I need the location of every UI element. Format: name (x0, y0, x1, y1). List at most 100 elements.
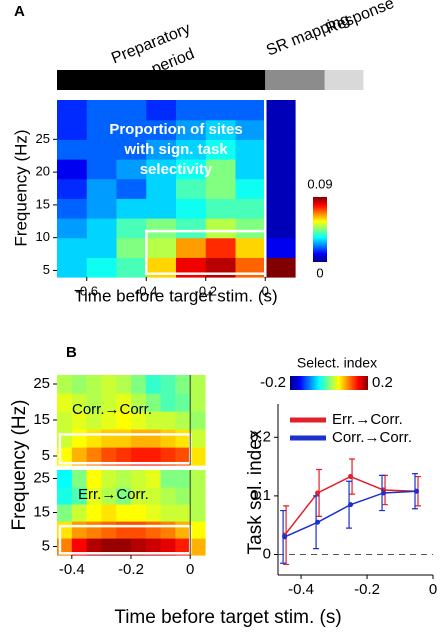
heatmap-cell (86, 218, 118, 239)
heatmap-cell (116, 119, 147, 140)
y-tick-label: 15 (33, 411, 50, 428)
heatmap-cell (86, 470, 102, 488)
point (348, 474, 354, 480)
x-tick-label: 0 (186, 561, 194, 578)
colorbar (290, 376, 368, 390)
x-axis-label: Time before target stim. (s) (74, 286, 277, 305)
heatmap-cell (116, 447, 132, 466)
heatmap-cell (190, 470, 206, 488)
heatmap-cell (71, 487, 88, 505)
heatmap-cell (57, 178, 88, 199)
heatmap-cell (265, 139, 296, 160)
heatmap-cell (146, 159, 177, 180)
heatmap-cell (145, 411, 162, 430)
heatmap-cell (131, 487, 147, 505)
heatmap-cell (146, 119, 177, 140)
heatmap-cell (146, 139, 177, 160)
heatmap-cell (160, 470, 176, 488)
heatmap-cell (145, 487, 162, 505)
heatmap-cell (116, 100, 147, 121)
x-tick-label: -0.2 (118, 561, 144, 578)
heatmap-cell (86, 178, 118, 199)
point (282, 534, 288, 540)
heatmap-cell (116, 237, 147, 258)
heatmap-cell (116, 411, 132, 430)
heatmap-cell (86, 411, 102, 430)
heatmap-cell (175, 447, 191, 466)
y-tick-label: 0.2 (250, 428, 271, 445)
heatmap-cell (116, 198, 147, 219)
heatmap-cell (265, 218, 296, 239)
heatmap-cell (71, 538, 88, 556)
x-tick-label: 0 (262, 283, 269, 298)
heatmap-cell (160, 393, 176, 412)
heatmap-cell (101, 375, 117, 394)
heatmap-cell (71, 429, 88, 448)
heatmap-cell (205, 178, 237, 199)
y-tick-label: 25 (33, 469, 50, 486)
heatmap-cell (86, 119, 118, 140)
panel-label: A (14, 3, 25, 20)
annotation: selectivity (140, 161, 213, 178)
heatmap-cell (145, 538, 162, 556)
heatmap-cell (116, 504, 132, 522)
heatmap-cell (57, 198, 88, 219)
y-tick-label: 10 (36, 229, 50, 244)
heatmap-cell (145, 375, 162, 394)
annotation: with sign. task (123, 141, 228, 158)
heatmap-cell (265, 119, 296, 140)
heatmap-cell (86, 447, 102, 466)
x-tick-label: -0.4 (59, 561, 85, 578)
heatmap-cell (86, 429, 102, 448)
heatmap-cell (57, 411, 73, 430)
annotation: Proportion of sites (109, 121, 242, 138)
heatmap-cell (101, 411, 117, 430)
y-axis-label: Frequency (Hz) (11, 129, 30, 246)
heatmap-cell (175, 521, 191, 539)
heatmap-cell (86, 538, 102, 556)
colorbar (313, 197, 327, 262)
heatmap-cell (86, 487, 102, 505)
colorbar-label: 0.2 (372, 374, 393, 391)
heatmap-cell (101, 504, 117, 522)
heatmap-cell (86, 257, 118, 278)
heatmap-cell (131, 470, 147, 488)
heatmap-cell (235, 159, 266, 180)
panel-label: B (66, 344, 77, 361)
heatmap-cell (146, 198, 177, 219)
heatmap-cell (86, 504, 102, 522)
heatmap-cell (145, 470, 162, 488)
heatmap-cell (205, 119, 237, 140)
heatmap-cell (71, 447, 88, 466)
heatmap-cell (190, 411, 206, 430)
heatmap-cell (57, 257, 88, 278)
heatmap-cell (235, 139, 266, 160)
heatmap-cell (160, 538, 176, 556)
heatmap-cell (145, 447, 162, 466)
heatmap-cell (116, 538, 132, 556)
heatmap-cell (57, 100, 88, 121)
heatmap-cell (145, 521, 162, 539)
point (414, 488, 420, 494)
heatmap-cell (57, 393, 73, 412)
heatmap-cell (175, 470, 191, 488)
heatmap-cell (160, 429, 176, 448)
x-tick-label: -0.2 (354, 581, 380, 598)
colorbar-label: -0.2 (260, 374, 286, 391)
heatmap-cell (235, 198, 266, 219)
heatmap-cell (86, 100, 118, 121)
x-tick-label: -0.4 (135, 283, 157, 298)
heatmap-cell (101, 447, 117, 466)
heatmap-cell (176, 139, 207, 160)
heatmap-cell (176, 178, 207, 199)
heatmap-cell (131, 393, 147, 412)
heatmap-cell (146, 237, 177, 258)
heatmap-cell (235, 237, 266, 258)
heatmap-cell (57, 237, 88, 258)
heatmap-cell (86, 393, 102, 412)
heatmap-cell (265, 100, 296, 121)
epoch-bar (57, 70, 266, 90)
heatmap-cell (131, 447, 147, 466)
heatmap-cell (175, 487, 191, 505)
heatmap-cell (146, 100, 177, 121)
